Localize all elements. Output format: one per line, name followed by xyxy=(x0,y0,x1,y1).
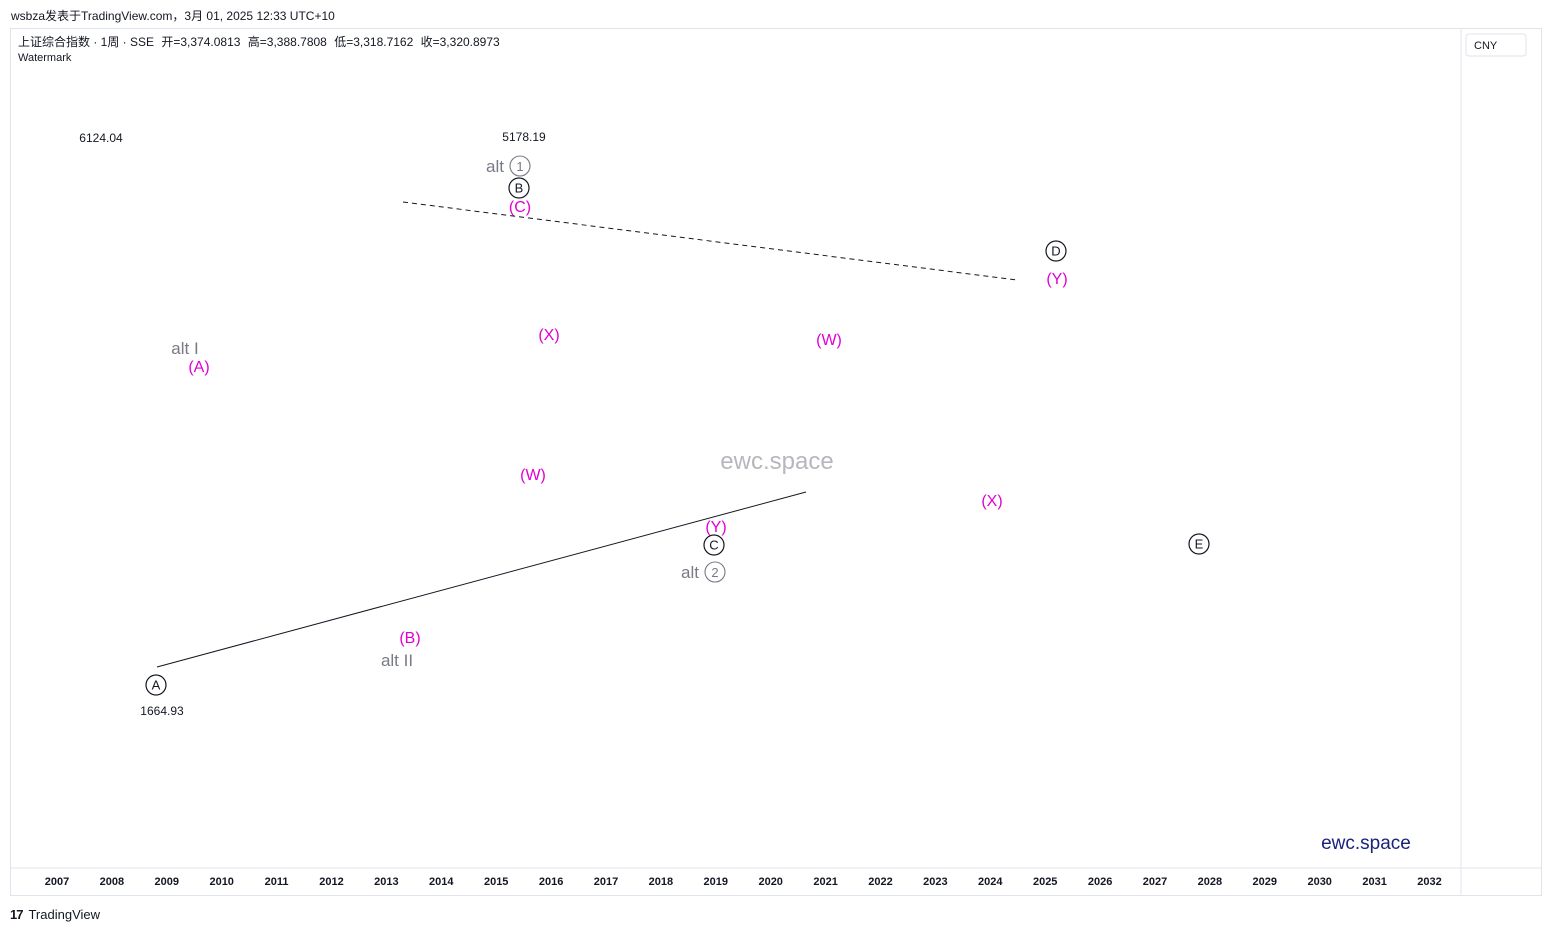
magenta-wave-label: (X) xyxy=(538,327,559,344)
alt-label: alt xyxy=(681,563,699,582)
time-tick-label: 2028 xyxy=(1198,876,1222,888)
time-tick-label: 2010 xyxy=(209,876,233,888)
footer-brand: TradingView xyxy=(28,906,101,922)
wave-label: A xyxy=(152,678,161,693)
time-tick-label: 2014 xyxy=(429,876,454,888)
center-watermark: ewc.space xyxy=(720,448,833,475)
time-tick-label: 2027 xyxy=(1143,876,1167,888)
time-tick-label: 2008 xyxy=(100,876,124,888)
time-tick-label: 2011 xyxy=(265,876,289,888)
time-tick-label: 2015 xyxy=(484,876,508,888)
wave-circle xyxy=(703,534,725,556)
publish-info: wsbza发表于TradingView.com，3月 01, 2025 12:3… xyxy=(11,9,335,23)
alt-label: alt II xyxy=(381,651,413,670)
time-tick-label: 2007 xyxy=(45,876,69,888)
magenta-wave-label: (W) xyxy=(816,332,842,349)
wave-label: C xyxy=(709,538,718,553)
low-value: 低=3,318.7162 xyxy=(334,35,414,49)
time-tick-label: 2029 xyxy=(1253,876,1277,888)
swing-price-label: 6124.04 xyxy=(79,131,123,145)
corner-watermark: ewc.space xyxy=(1321,833,1411,854)
time-tick-label: 2020 xyxy=(758,876,782,888)
time-tick-label: 2021 xyxy=(813,876,837,888)
time-tick-label: 2016 xyxy=(539,876,563,888)
time-tick-label: 2032 xyxy=(1417,876,1441,888)
chart-legend: 上证综合指数 · 1周 · SSE 开=3,374.0813 高=3,388.7… xyxy=(18,34,500,66)
tradingview-logo-icon: 17 xyxy=(10,906,24,922)
chart-frame xyxy=(10,28,1542,896)
symbol-label[interactable]: 上证综合指数 · 1周 · SSE xyxy=(18,35,155,49)
magenta-wave-label: (Y) xyxy=(705,519,726,536)
wave-label: D xyxy=(1051,244,1060,259)
upper-trendline[interactable] xyxy=(402,201,1018,281)
time-tick-label: 2030 xyxy=(1307,876,1331,888)
alt-label: alt xyxy=(486,157,504,176)
publish-header: wsbza发表于TradingView.com，3月 01, 2025 12:3… xyxy=(0,0,1552,28)
magenta-wave-label: (B) xyxy=(399,630,420,647)
lower-trendline[interactable] xyxy=(156,491,807,668)
time-tick-label: 2023 xyxy=(923,876,947,888)
magenta-wave-label: (A) xyxy=(188,359,209,376)
time-tick-label: 2018 xyxy=(649,876,673,888)
close-value: 收=3,320.8973 xyxy=(420,35,500,49)
high-value: 高=3,388.7808 xyxy=(247,35,327,49)
time-tick-label: 2009 xyxy=(155,876,179,888)
footer: 17 TradingView xyxy=(10,904,100,924)
watermark-label: Watermark xyxy=(18,52,72,64)
open-value: 开=3,374.0813 xyxy=(161,35,241,49)
wave-circle xyxy=(1188,533,1210,555)
alt-number: 2 xyxy=(711,565,718,580)
alt-label: alt I xyxy=(171,339,198,358)
swing-price-label: 1664.93 xyxy=(140,704,184,718)
wave-circle xyxy=(1045,240,1067,262)
time-tick-label: 2024 xyxy=(978,876,1003,888)
magenta-wave-label: (X) xyxy=(981,493,1002,510)
time-tick-label: 2012 xyxy=(319,876,343,888)
alt-number: 1 xyxy=(516,159,523,174)
alt-circle xyxy=(704,561,726,583)
wave-label: E xyxy=(1195,537,1204,552)
time-tick-label: 2031 xyxy=(1362,876,1386,888)
time-tick-label: 2025 xyxy=(1033,876,1057,888)
wave-circle xyxy=(145,674,167,696)
alt-circle xyxy=(509,155,531,177)
magenta-wave-label: (Y) xyxy=(1046,271,1067,288)
currency-label: CNY xyxy=(1474,40,1498,52)
swing-price-label: 5178.19 xyxy=(502,130,546,144)
wave-label: B xyxy=(515,181,524,196)
currency-button[interactable] xyxy=(1465,33,1527,57)
time-tick-label: 2026 xyxy=(1088,876,1112,888)
time-tick-label: 2017 xyxy=(594,876,618,888)
time-tick-label: 2013 xyxy=(374,876,398,888)
magenta-wave-label: (W) xyxy=(520,467,546,484)
magenta-wave-label: (C) xyxy=(509,199,531,216)
wave-circle xyxy=(508,177,530,199)
time-tick-label: 2022 xyxy=(868,876,892,888)
time-tick-label: 2019 xyxy=(704,876,728,888)
